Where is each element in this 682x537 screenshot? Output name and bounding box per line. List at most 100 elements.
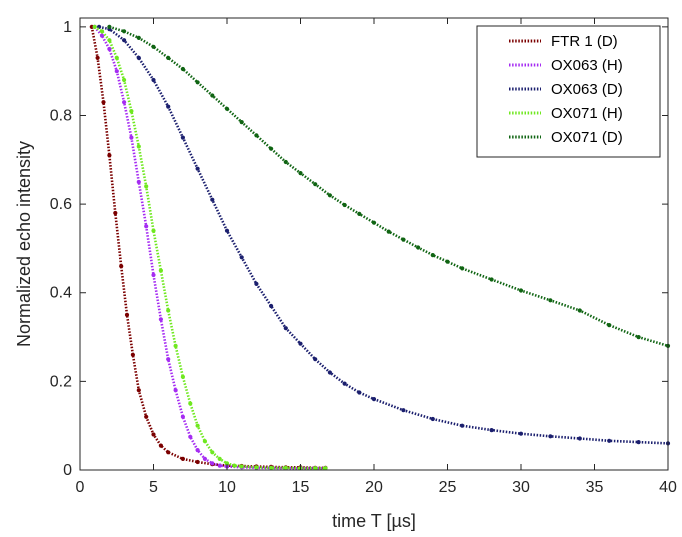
data-point	[217, 463, 222, 468]
data-point	[254, 281, 259, 286]
data-point	[430, 416, 435, 422]
data-point	[269, 146, 274, 151]
data-point	[283, 326, 288, 331]
x-tick-label: 20	[365, 479, 383, 496]
series-line	[93, 26, 326, 470]
data-point	[144, 414, 149, 419]
data-point	[445, 259, 450, 264]
data-point	[180, 414, 185, 419]
data-point	[122, 29, 127, 34]
data-point	[151, 44, 156, 49]
data-point	[254, 133, 259, 138]
data-point	[327, 370, 332, 375]
data-point	[323, 466, 328, 471]
y-tick-label: 0.4	[50, 285, 72, 302]
data-point	[460, 423, 465, 428]
data-point	[342, 381, 347, 386]
y-tick-label: 0.6	[50, 196, 72, 213]
data-point	[158, 317, 163, 322]
x-tick-label: 40	[659, 479, 677, 496]
axes-layer: 0 5 10 15 20 25 30 35 40 0 0.2 0.4 0.6 0.8 1	[50, 18, 677, 496]
data-point	[166, 104, 171, 109]
x-tick-label: 5	[149, 479, 158, 496]
y-tick-label: 0.2	[50, 373, 72, 390]
data-point	[124, 312, 130, 317]
data-point	[202, 439, 207, 444]
data-point	[232, 463, 237, 468]
legend-box	[476, 25, 661, 158]
data-point	[636, 440, 641, 445]
data-point	[357, 211, 362, 216]
legend-label: OX071 (H)	[551, 105, 623, 122]
data-point	[195, 423, 200, 428]
data-point	[401, 237, 406, 242]
series-4	[92, 24, 328, 471]
data-point	[298, 171, 303, 176]
data-point	[151, 272, 156, 278]
data-point	[151, 432, 156, 437]
legend-label: FTR 1 (D)	[551, 33, 618, 50]
data-point	[195, 80, 200, 85]
data-point	[195, 448, 200, 453]
data-point	[107, 24, 112, 29]
data-point	[283, 159, 288, 165]
data-point	[416, 245, 421, 250]
data-point	[122, 38, 127, 43]
data-point	[122, 100, 127, 105]
data-point	[460, 266, 465, 271]
y-tick-label: 0.8	[50, 107, 72, 124]
data-point	[401, 408, 406, 413]
x-tick-label: 35	[586, 479, 604, 496]
data-point	[548, 434, 553, 439]
data-point	[113, 210, 118, 216]
data-point	[210, 461, 215, 466]
series-layer	[89, 24, 671, 471]
x-tick-label: 30	[512, 479, 530, 496]
data-point	[92, 24, 97, 29]
data-point	[313, 182, 318, 187]
data-point	[136, 144, 141, 149]
data-point	[342, 202, 347, 208]
data-point	[95, 55, 100, 61]
data-point	[636, 335, 641, 340]
x-axis-label: time T [µs]	[332, 511, 416, 531]
data-point	[173, 343, 178, 348]
data-point	[386, 229, 391, 234]
data-point	[166, 308, 171, 313]
series-5	[107, 24, 671, 348]
x-tick-label: 15	[292, 479, 310, 496]
data-point	[577, 436, 582, 441]
data-point	[114, 55, 119, 61]
data-point	[180, 456, 185, 461]
data-point	[357, 390, 362, 395]
data-point	[130, 352, 135, 357]
data-point	[269, 465, 274, 470]
data-point	[166, 357, 171, 362]
data-point	[224, 106, 230, 111]
data-point	[144, 184, 149, 189]
data-point	[327, 193, 332, 198]
data-point	[239, 255, 244, 260]
data-point	[158, 268, 163, 273]
legend: FTR 1 (D) OX063 (H) OX063 (D) OX071 (H) OX07…	[476, 25, 661, 158]
data-point	[144, 224, 149, 229]
y-tick-label: 0	[63, 462, 72, 479]
data-point	[136, 179, 141, 185]
series-3	[97, 24, 671, 446]
data-point	[166, 450, 171, 455]
x-tick-label: 10	[218, 479, 236, 496]
data-point	[210, 197, 215, 202]
data-point	[188, 401, 193, 406]
data-point	[313, 357, 318, 362]
data-point	[180, 135, 185, 140]
data-point	[129, 135, 134, 140]
data-point	[269, 303, 274, 309]
data-point	[210, 450, 215, 455]
data-point	[195, 459, 200, 465]
data-point	[107, 46, 112, 52]
data-point	[518, 431, 524, 436]
data-point	[129, 109, 134, 114]
legend-label: OX071 (D)	[551, 129, 623, 146]
data-point	[489, 277, 494, 282]
x-tick-label: 0	[76, 479, 85, 496]
